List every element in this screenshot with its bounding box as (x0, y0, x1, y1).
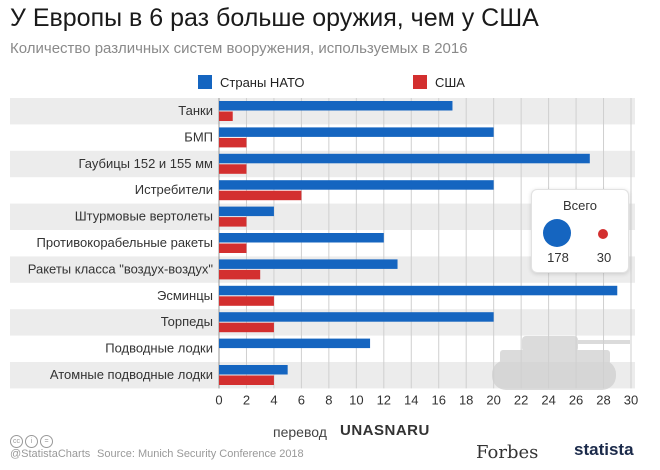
x-tick-label: 20 (486, 392, 500, 407)
totals-box: Всего 178 30 (531, 189, 629, 273)
x-tick-label: 8 (325, 392, 332, 407)
license-icons: cc i = (10, 430, 55, 448)
x-tick-label: 26 (569, 392, 583, 407)
nato-total-value: 178 (547, 250, 569, 265)
bar-usa (219, 243, 247, 253)
bar-nato (219, 312, 494, 322)
forbes-logo: Forbes (476, 442, 539, 463)
usa-total-value: 30 (596, 250, 612, 265)
bar-nato (219, 127, 494, 137)
bar-usa (219, 190, 302, 201)
x-tick-label: 18 (459, 392, 473, 407)
translator-logo: UNASNARU (340, 422, 430, 439)
x-tick-label: 6 (298, 392, 305, 407)
bar-usa (219, 375, 274, 385)
x-tick-label: 14 (404, 392, 418, 407)
x-tick-label: 28 (596, 392, 610, 407)
bar-nato (219, 153, 590, 164)
attribution-icon: i (25, 435, 38, 448)
category-label: Подводные лодки (105, 341, 213, 356)
bar-usa (219, 217, 247, 227)
x-tick-label: 4 (270, 392, 277, 407)
row-band (10, 203, 635, 230)
x-tick-label: 12 (377, 392, 391, 407)
cc-icon: cc (10, 435, 23, 448)
nato-total-circle (543, 219, 571, 247)
x-tick-label: 30 (624, 392, 638, 407)
legend-item-usa: США (413, 75, 465, 90)
source-note: Source: Munich Security Conference 2018 (97, 448, 304, 460)
bar-usa (219, 164, 247, 174)
x-tick-label: 24 (541, 392, 555, 407)
tank-silhouette-icon (492, 336, 630, 390)
bar-nato (219, 365, 288, 375)
x-tick-label: 16 (431, 392, 445, 407)
bar-nato (219, 233, 384, 243)
equals-icon: = (40, 435, 53, 448)
usa-total-circle (598, 229, 608, 239)
category-label: Танки (178, 103, 213, 118)
legend-item-nato: Страны НАТО (198, 75, 304, 90)
bar-nato (219, 180, 494, 190)
legend-swatch-usa (413, 75, 427, 89)
bar-nato (219, 101, 453, 111)
category-label: Торпеды (161, 314, 213, 329)
category-label: Атомные подводные лодки (50, 367, 213, 382)
bar-usa (219, 322, 274, 333)
x-tick-label: 22 (514, 392, 528, 407)
category-label: Ракеты класса "воздух-воздух" (28, 261, 214, 276)
chart-subtitle: Количество различных систем вооружения, … (10, 40, 468, 57)
bars (219, 101, 618, 385)
category-labels: Танки БМП Гаубицы 152 и 155 мм Истребители Ш… (28, 103, 214, 382)
bar-nato (219, 338, 371, 349)
grid-lines (218, 98, 632, 389)
x-tick-label: 2 (243, 392, 250, 407)
bar-usa (219, 296, 274, 306)
category-label: Штурмовые вертолеты (75, 209, 213, 224)
legend-label-usa: США (435, 75, 465, 90)
bar-usa (219, 137, 247, 148)
category-label: Истребители (135, 182, 213, 197)
legend-swatch-nato (198, 75, 212, 89)
category-label: Противокорабельные ракеты (37, 235, 213, 250)
chart-title: У Европы в 6 раз больше оружия, чем у СШ… (10, 4, 539, 32)
x-tick-label: 0 (215, 392, 222, 407)
category-label: Эсминцы (157, 288, 213, 303)
bar-nato (219, 285, 618, 296)
statista-handle: @StatistaCharts (10, 448, 91, 460)
bar-usa (219, 111, 233, 121)
x-tick-label: 10 (349, 392, 363, 407)
statista-logo: statista (574, 440, 634, 459)
category-label: БМП (184, 129, 213, 144)
totals-label: Всего (562, 198, 598, 213)
legend-label-nato: Страны НАТО (220, 75, 305, 90)
bar-nato (219, 206, 274, 217)
translated-by-label: перевод (273, 424, 327, 440)
category-label: Гаубицы 152 и 155 мм (78, 156, 213, 171)
bar-usa (219, 269, 261, 280)
bar-nato (219, 259, 398, 269)
x-tick-labels: 0 2 4 6 8 10 12 14 16 18 20 22 24 26 28 30 (215, 392, 638, 407)
